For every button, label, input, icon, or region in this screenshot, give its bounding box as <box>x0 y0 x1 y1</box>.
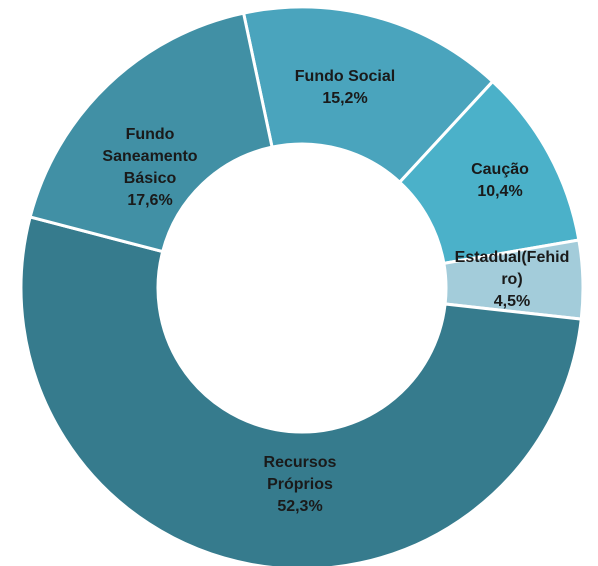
slice-label: Estadual(Fehidro) 4,5% <box>453 247 571 313</box>
slice-label: Caução 10,4% <box>450 159 550 203</box>
donut-slice <box>241 5 495 185</box>
value-label: 4,5% <box>493 293 531 310</box>
value-label: 15,2% <box>322 90 368 107</box>
category-label: Recursos Próprios <box>263 454 337 493</box>
value-label: 52,3% <box>277 498 323 515</box>
slice-label: Fundo Social 15,2% <box>275 66 415 110</box>
category-label: Caução <box>471 161 529 178</box>
value-label: 17,6% <box>127 192 173 209</box>
donut-slice <box>19 215 583 566</box>
category-label: Fundo Social <box>294 68 396 85</box>
category-label: Estadual(Fehidro) <box>454 249 570 288</box>
slice-label: Fundo Saneamento Básico 17,6% <box>85 124 215 212</box>
category-label: Fundo Saneamento Básico <box>102 126 198 187</box>
donut-slice <box>28 11 274 254</box>
slice-label: Recursos Próprios 52,3% <box>230 452 370 518</box>
value-label: 10,4% <box>477 183 523 200</box>
